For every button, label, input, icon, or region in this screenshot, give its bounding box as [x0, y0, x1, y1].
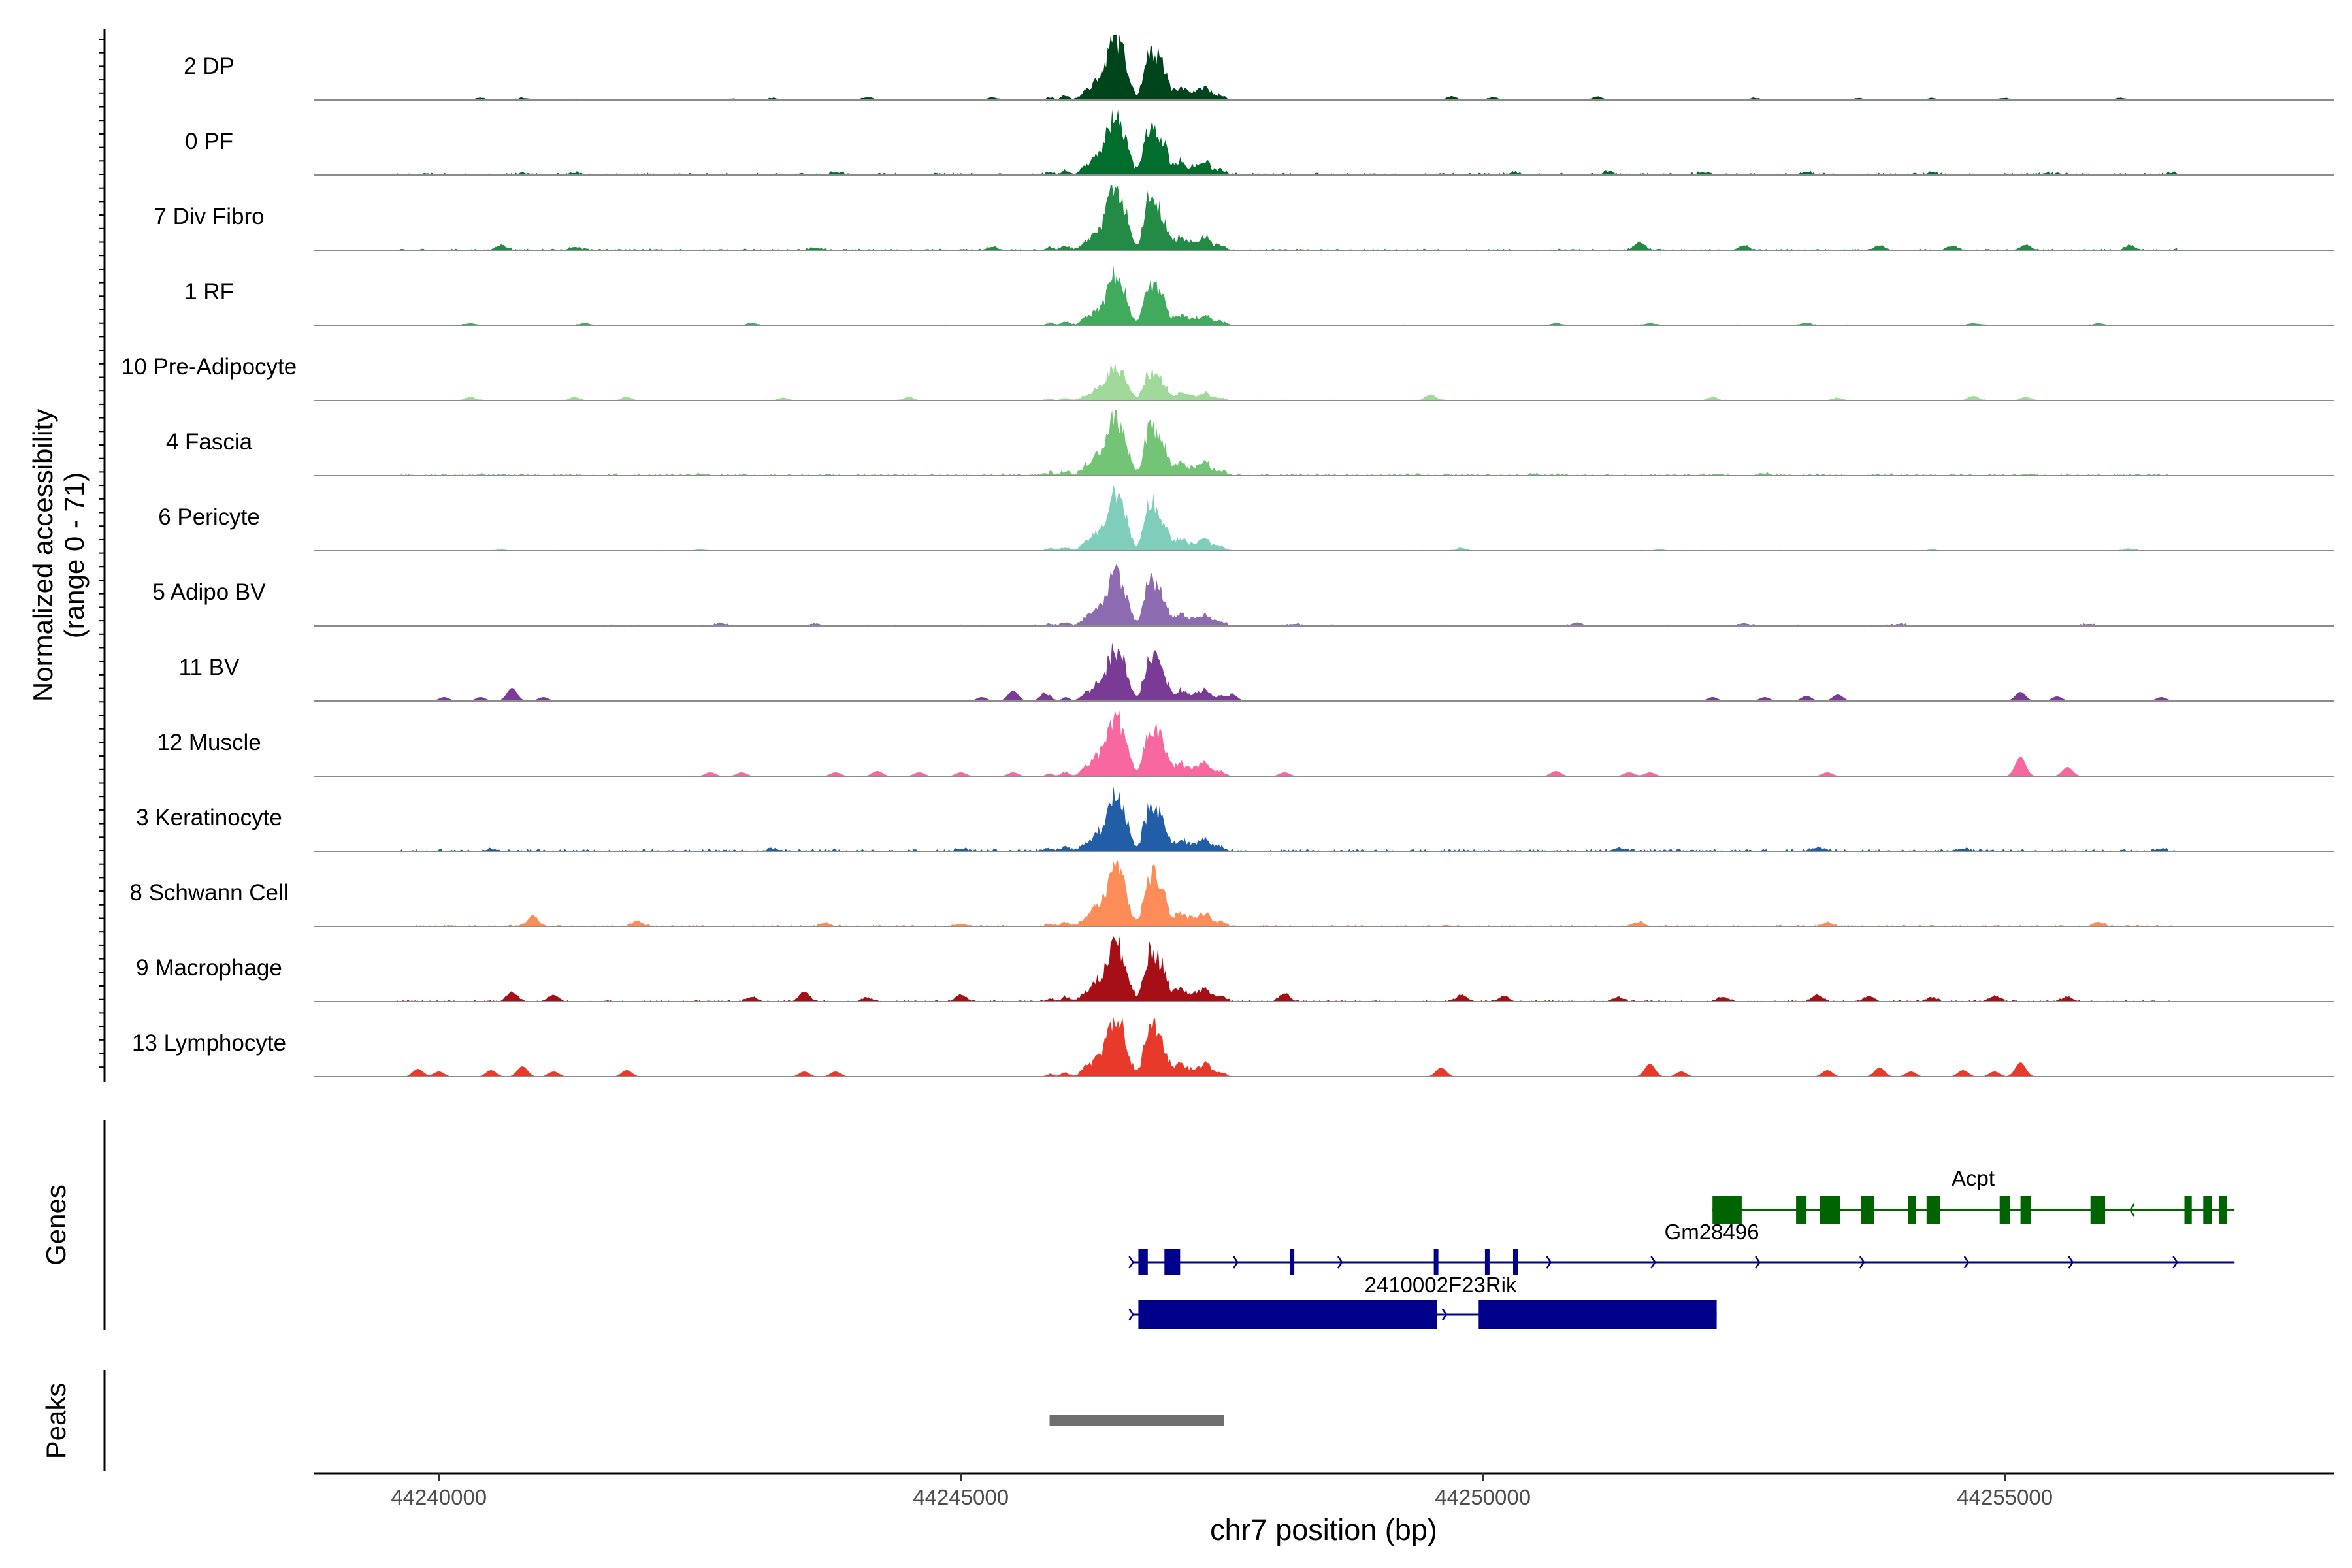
gene-exon	[2020, 1196, 2031, 1224]
strand-arrow	[1859, 1256, 1865, 1269]
strand-arrow	[1963, 1256, 1970, 1269]
gene-gm28496: Gm28496	[1128, 1220, 2235, 1275]
track-11-bv: 11 BV	[179, 642, 2334, 702]
gene-exon	[2203, 1196, 2212, 1224]
coverage-area	[397, 485, 2178, 551]
gene-exon	[1926, 1196, 1940, 1224]
track-2-dp: 2 DP	[184, 35, 2334, 101]
gene-annotations: Acpt Gm28496 2410002F23Rik	[1128, 1166, 2235, 1329]
track-label: 1 RF	[184, 279, 234, 304]
track-12-muscle: 12 Muscle	[157, 711, 2334, 777]
gene-exon	[2090, 1196, 2106, 1224]
track-label: 0 PF	[185, 129, 233, 154]
track-label: 10 Pre-Adipocyte	[122, 354, 297, 380]
coverage-area	[397, 711, 2178, 776]
strand-arrow	[2129, 1203, 2135, 1217]
gene-label: Acpt	[1952, 1166, 1995, 1190]
gene-exon	[1164, 1249, 1181, 1275]
track-4-fascia: 4 Fascia	[166, 410, 2334, 476]
track-label: 2 DP	[184, 54, 235, 79]
gene-exon	[1513, 1249, 1518, 1275]
track-label: 9 Macrophage	[136, 955, 282, 981]
gene-exon	[1712, 1196, 1742, 1224]
track-label: 3 Keratinocyte	[136, 805, 282, 830]
x-tick-label: 44255000	[1957, 1485, 2053, 1509]
strand-arrow	[1337, 1256, 1343, 1269]
gene-exon	[2184, 1196, 2192, 1224]
strand-arrow	[2068, 1256, 2074, 1269]
gene-exon	[1138, 1249, 1148, 1275]
gene-acpt: Acpt	[1711, 1166, 2235, 1224]
gene-label: Gm28496	[1665, 1220, 1759, 1244]
peak-bar	[1049, 1415, 1224, 1426]
peak-regions	[1049, 1415, 1224, 1426]
coverage-area	[397, 110, 2178, 175]
coverage-area	[397, 564, 2178, 626]
coverage-area	[397, 1017, 2178, 1077]
strand-arrow	[1650, 1256, 1656, 1269]
gene-exon	[1908, 1196, 1916, 1224]
strand-arrow	[1441, 1308, 1448, 1321]
coverage-area	[397, 361, 2178, 400]
gene-exon	[1138, 1300, 1437, 1329]
strand-arrow	[1128, 1308, 1134, 1321]
track-3-keratinocyte: 3 Keratinocyte	[136, 786, 2334, 852]
track-label: 7 Div Fibro	[154, 204, 264, 229]
track-5-adipo-bv: 5 Adipo BV	[152, 564, 2334, 627]
peaks-panel-label: Peaks	[41, 1383, 71, 1460]
coverage-y-axis-ticks	[99, 39, 105, 1068]
track-label: 12 Muscle	[157, 730, 261, 755]
coverage-area	[397, 185, 2178, 250]
coverage-tracks: 2 DP 0 PF 7 Div Fibro 1 RF 10 Pre-Adipocyte 4…	[122, 35, 2334, 1077]
gene-exon	[1433, 1249, 1439, 1275]
gene-exon	[1484, 1249, 1490, 1275]
coverage-area	[397, 936, 2178, 1002]
track-9-macrophage: 9 Macrophage	[136, 936, 2334, 1002]
strand-arrow	[1546, 1256, 1552, 1269]
gene-exon	[1861, 1196, 1874, 1224]
gene-exon	[1796, 1196, 1807, 1224]
track-label: 5 Adipo BV	[152, 580, 266, 605]
coverage-area	[397, 265, 2178, 325]
track-7-div-fibro: 7 Div Fibro	[154, 185, 2334, 251]
strand-arrow	[1711, 1203, 1718, 1217]
coverage-area	[397, 35, 2178, 100]
track-label: 4 Fascia	[166, 429, 253, 455]
strand-arrow	[2172, 1256, 2178, 1269]
coverage-area	[397, 410, 2178, 476]
gene-exon	[1478, 1300, 1717, 1329]
track-8-schwann-cell: 8 Schwann Cell	[129, 861, 2334, 927]
strand-arrow	[1755, 1256, 1761, 1269]
track-label: 6 Pericyte	[158, 504, 260, 530]
y-axis-range: (range 0 - 71)	[59, 472, 90, 638]
gene-exon	[1820, 1196, 1840, 1224]
track-label: 8 Schwann Cell	[129, 880, 288, 906]
track-10-pre-adipocyte: 10 Pre-Adipocyte	[122, 354, 2334, 401]
genes-panel-label: Genes	[41, 1184, 71, 1266]
coverage-area	[397, 861, 2178, 926]
coverage-area	[397, 786, 2178, 851]
x-tick-label: 44240000	[391, 1485, 487, 1509]
gene-exon	[1290, 1249, 1295, 1275]
strand-arrow	[1233, 1256, 1239, 1269]
gene-label: 2410002F23Rik	[1365, 1273, 1517, 1297]
x-tick-label: 44250000	[1435, 1485, 1531, 1509]
x-tick-label: 44245000	[913, 1485, 1009, 1509]
gene-2410002f23rik: 2410002F23Rik	[1128, 1273, 1717, 1329]
track-1-rf: 1 RF	[184, 265, 2334, 326]
gene-exon	[1999, 1196, 2010, 1224]
track-label: 11 BV	[179, 655, 240, 680]
y-axis-title: Normalized accessibility	[27, 409, 58, 702]
coverage-area	[397, 642, 2178, 701]
track-13-lymphocyte: 13 Lymphocyte	[132, 1017, 2334, 1077]
track-label: 13 Lymphocyte	[132, 1030, 286, 1056]
track-6-pericyte: 6 Pericyte	[158, 485, 2334, 551]
track-0-pf: 0 PF	[185, 110, 2334, 176]
strand-arrow	[1128, 1256, 1134, 1269]
gene-exon	[2219, 1196, 2227, 1224]
x-axis-ticks: 44240000 44245000 44250000 44255000	[391, 1473, 2053, 1509]
x-axis-title: chr7 position (bp)	[1210, 1513, 1437, 1546]
